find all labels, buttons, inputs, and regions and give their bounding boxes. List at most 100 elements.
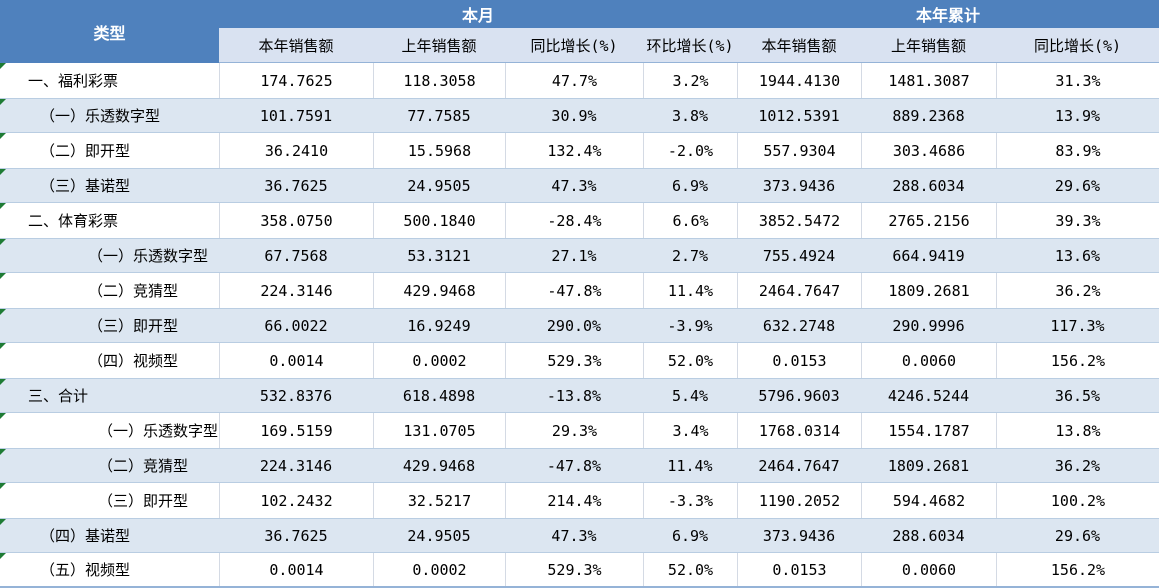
row-label-cell[interactable]: （一）乐透数字型 [0, 413, 219, 448]
row-label-cell[interactable]: （二）竞猜型 [0, 449, 219, 482]
value-cell[interactable]: 13.8% [996, 413, 1159, 448]
value-cell[interactable]: 0.0014 [219, 553, 373, 586]
value-cell[interactable]: 83.9% [996, 133, 1159, 168]
subheader-cell[interactable]: 上年销售额 [890, 36, 966, 55]
value-cell[interactable]: 632.2748 [762, 316, 836, 335]
value-cell[interactable]: 373.9436 [762, 176, 836, 195]
value-cell[interactable]: 3.2% [643, 63, 737, 98]
value-cell[interactable]: 39.3% [996, 203, 1159, 238]
row-label-cell[interactable]: （二）即开型 [0, 133, 219, 168]
value-cell[interactable]: 24.9505 [407, 526, 471, 545]
value-cell[interactable]: 0.0060 [861, 343, 996, 378]
value-cell[interactable]: 102.2432 [219, 483, 373, 518]
value-cell[interactable]: 47.3% [551, 526, 597, 545]
value-cell[interactable]: 77.7585 [407, 106, 471, 125]
value-cell[interactable]: 0.0002 [373, 343, 505, 378]
value-cell[interactable]: 13.6% [1054, 246, 1101, 265]
value-cell[interactable]: 0.0002 [373, 553, 505, 586]
value-cell[interactable]: 500.1840 [373, 203, 505, 238]
subheader-cell[interactable]: 环比增长(%) [646, 36, 734, 55]
row-label-cell[interactable]: （一）乐透数字型 [0, 239, 219, 272]
subheader-cell[interactable]: 本年销售额 [258, 36, 334, 55]
value-cell[interactable]: 303.4686 [861, 133, 996, 168]
value-cell[interactable]: 36.2% [1054, 456, 1101, 475]
value-cell[interactable]: 118.3058 [373, 63, 505, 98]
row-label-cell[interactable]: （一）乐透数字型 [0, 99, 219, 132]
subheader-cell[interactable]: 同比增长(%) [530, 36, 618, 55]
row-label-cell[interactable]: （五）视频型 [0, 553, 219, 586]
value-cell[interactable]: 29.6% [1054, 526, 1101, 545]
header-cell-type[interactable]: 类型 [0, 0, 219, 63]
value-cell[interactable]: 755.4924 [762, 246, 836, 265]
value-cell[interactable]: 36.2% [996, 273, 1159, 308]
value-cell[interactable]: 214.4% [505, 483, 643, 518]
value-cell[interactable]: 288.6034 [892, 176, 965, 195]
row-label-cell[interactable]: （二）竞猜型 [0, 273, 219, 308]
value-cell[interactable]: 288.6034 [892, 526, 965, 545]
value-cell[interactable]: 224.3146 [219, 273, 373, 308]
value-cell[interactable]: 664.9419 [892, 246, 965, 265]
subheader-cell[interactable]: 本年销售额 [761, 36, 837, 55]
value-cell[interactable]: 101.7591 [259, 106, 333, 125]
value-cell[interactable]: -3.3% [643, 483, 737, 518]
row-label-cell[interactable]: （四）视频型 [0, 343, 219, 378]
value-cell[interactable]: 557.9304 [737, 133, 861, 168]
value-cell[interactable]: 0.0153 [737, 553, 861, 586]
value-cell[interactable]: 0.0060 [861, 553, 996, 586]
value-cell[interactable]: 156.2% [996, 553, 1159, 586]
value-cell[interactable]: 52.0% [643, 553, 737, 586]
value-cell[interactable]: 290.9996 [892, 316, 965, 335]
value-cell[interactable]: 529.3% [505, 553, 643, 586]
value-cell[interactable]: -3.9% [667, 316, 713, 335]
value-cell[interactable]: 66.0022 [264, 316, 328, 335]
value-cell[interactable]: 290.0% [546, 316, 602, 335]
row-label-cell[interactable]: （三）即开型 [0, 309, 219, 342]
value-cell[interactable]: 3.4% [643, 413, 737, 448]
value-cell[interactable]: 24.9505 [407, 176, 471, 195]
value-cell[interactable]: 358.0750 [219, 203, 373, 238]
value-cell[interactable]: 132.4% [505, 133, 643, 168]
value-cell[interactable]: 156.2% [996, 343, 1159, 378]
value-cell[interactable]: 100.2% [996, 483, 1159, 518]
value-cell[interactable]: 529.3% [505, 343, 643, 378]
value-cell[interactable]: 4246.5244 [887, 386, 970, 405]
value-cell[interactable]: 2.7% [671, 246, 709, 265]
value-cell[interactable]: 1012.5391 [758, 106, 840, 125]
header-group-year-to-date[interactable]: 本年累计 [737, 0, 1159, 28]
value-cell[interactable]: 2464.7647 [758, 456, 840, 475]
value-cell[interactable]: 11.4% [643, 273, 737, 308]
value-cell[interactable]: 174.7625 [219, 63, 373, 98]
row-label-cell[interactable]: 二、体育彩票 [0, 203, 219, 238]
value-cell[interactable]: 429.9468 [373, 273, 505, 308]
value-cell[interactable]: 594.4682 [861, 483, 996, 518]
value-cell[interactable]: 1554.1787 [861, 413, 996, 448]
header-group-current-month[interactable]: 本月 [219, 0, 737, 28]
value-cell[interactable]: 532.8376 [259, 386, 333, 405]
value-cell[interactable]: 1809.2681 [861, 273, 996, 308]
value-cell[interactable]: 5796.9603 [758, 386, 840, 405]
value-cell[interactable]: 36.5% [1054, 386, 1101, 405]
value-cell[interactable]: 0.0153 [737, 343, 861, 378]
row-label-cell[interactable]: 一、福利彩票 [0, 63, 219, 98]
value-cell[interactable]: 52.0% [643, 343, 737, 378]
value-cell[interactable]: 889.2368 [892, 106, 965, 125]
value-cell[interactable]: 3852.5472 [737, 203, 861, 238]
value-cell[interactable]: 67.7568 [264, 246, 328, 265]
value-cell[interactable]: 1190.2052 [737, 483, 861, 518]
value-cell[interactable]: 30.9% [551, 106, 597, 125]
value-cell[interactable]: 13.9% [1054, 106, 1101, 125]
row-label-cell[interactable]: （四）基诺型 [0, 519, 219, 552]
row-label-cell[interactable]: （三）基诺型 [0, 169, 219, 202]
value-cell[interactable]: 1768.0314 [737, 413, 861, 448]
value-cell[interactable]: -28.4% [505, 203, 643, 238]
value-cell[interactable]: 6.6% [643, 203, 737, 238]
value-cell[interactable]: 36.7625 [264, 526, 328, 545]
value-cell[interactable]: 1481.3087 [861, 63, 996, 98]
value-cell[interactable]: -47.8% [546, 456, 602, 475]
value-cell[interactable]: 29.3% [505, 413, 643, 448]
value-cell[interactable]: 2765.2156 [861, 203, 996, 238]
value-cell[interactable]: 224.3146 [259, 456, 333, 475]
value-cell[interactable]: 47.3% [551, 176, 597, 195]
value-cell[interactable]: 429.9468 [402, 456, 476, 475]
row-label-cell[interactable]: 三、合计 [0, 379, 219, 412]
